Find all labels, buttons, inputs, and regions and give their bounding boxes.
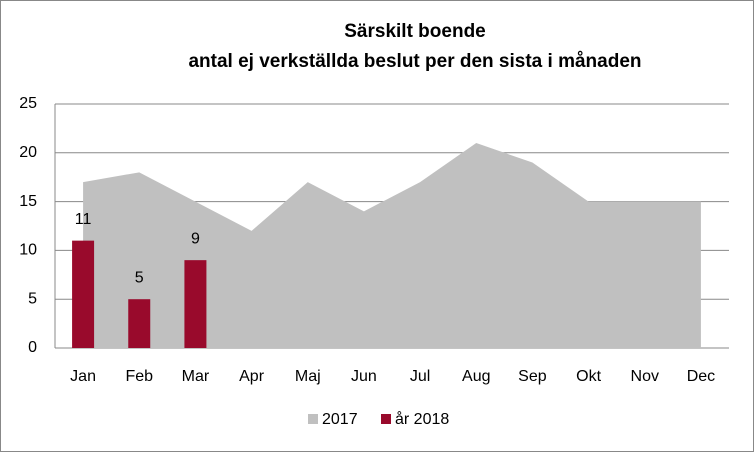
x-tick-label: Maj [295,368,321,385]
x-tick-label: Nov [631,368,659,385]
x-tick-label: Jan [70,368,96,385]
x-tick-label: Dec [687,368,715,385]
x-tick-label: Okt [576,368,601,385]
legend-label: 2017 [322,411,358,428]
data-label: 5 [135,269,144,286]
bar [128,299,151,348]
bar [72,240,95,348]
y-tick-label: 10 [19,242,37,259]
legend-swatch [308,414,318,424]
x-tick-label: Mar [182,368,210,385]
y-tick-label: 25 [19,95,37,112]
x-tick-label: Jun [351,368,377,385]
area [83,143,701,348]
y-tick-label: 5 [28,290,37,307]
bar [184,260,207,348]
x-tick-label: Sep [518,368,547,385]
data-label: 11 [75,211,92,228]
legend-swatch [381,414,391,424]
chart-title: antal ej verkställda beslut per den sist… [188,51,641,72]
x-tick-label: Apr [239,368,265,385]
x-tick-label: Jul [410,368,430,385]
chart-title: Särskilt boende [344,21,486,42]
y-tick-label: 0 [28,339,37,356]
data-label: 9 [191,230,200,247]
x-tick-label: Aug [462,368,490,385]
y-tick-label: 15 [19,193,37,210]
legend-label: år 2018 [395,410,449,428]
y-tick-label: 20 [19,144,37,161]
x-tick-label: Feb [125,368,153,385]
